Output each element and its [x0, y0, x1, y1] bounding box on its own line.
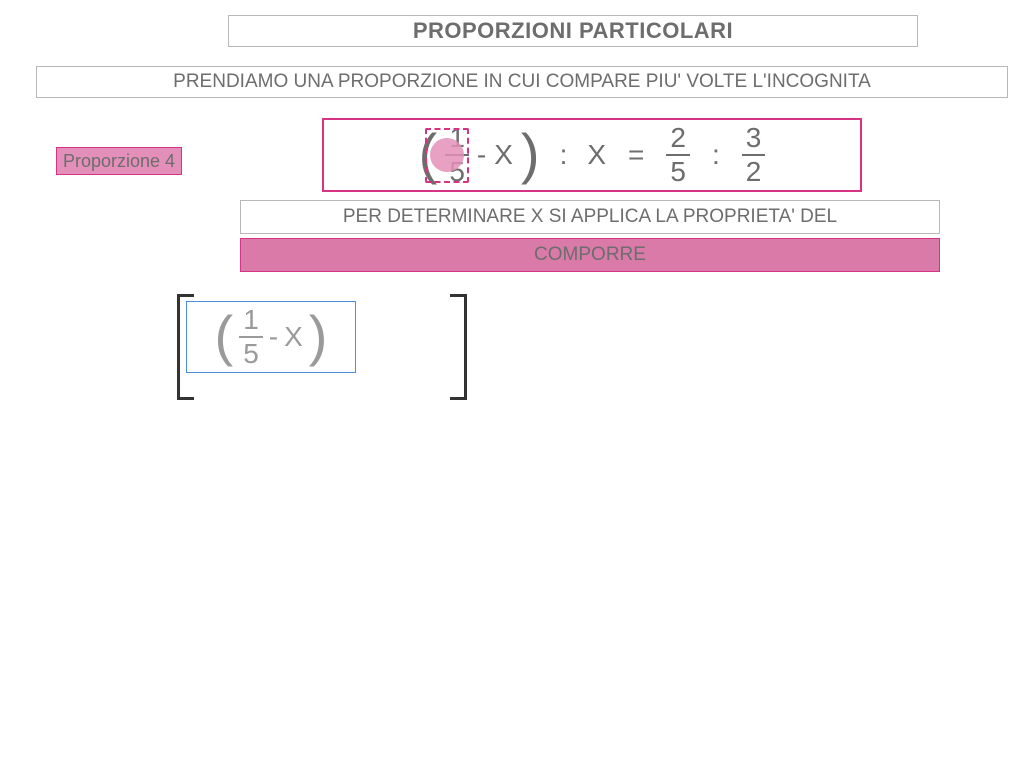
page-title: PROPORZIONI PARTICOLARI [413, 18, 733, 44]
fraction-1-5: 1 5 [445, 124, 469, 186]
instruction-text: PER DETERMINARE X SI APPLICA LA PROPRIET… [343, 206, 837, 228]
paren-open: ( [419, 121, 438, 186]
frac-num: 2 [666, 124, 690, 154]
fraction-2-5: 2 5 [666, 124, 690, 186]
x-variable-outer: X [587, 139, 606, 171]
page-title-box: PROPORZIONI PARTICOLARI [228, 15, 918, 47]
subtitle-box: PRENDIAMO UNA PROPORZIONE IN CUI COMPARE… [36, 66, 1008, 98]
frac-den: 5 [445, 154, 469, 186]
sub-expression: ( 1 5 - X ) [215, 305, 328, 370]
frac-den: 5 [666, 154, 690, 186]
minus-operator: - [477, 139, 486, 171]
square-bracket-right-icon [450, 294, 467, 400]
proportion-label: Proporzione 4 [63, 151, 175, 172]
paren-open: ( [215, 303, 234, 368]
colon-operator: : [560, 139, 568, 171]
colon-operator-2: : [712, 139, 720, 171]
frac-num: 3 [742, 124, 766, 154]
frac-den: 2 [742, 154, 766, 186]
fraction-3-2: 3 2 [742, 124, 766, 186]
frac-den: 5 [239, 336, 263, 368]
frac-num: 1 [445, 124, 469, 154]
x-variable: X [284, 321, 303, 353]
instruction-text-box: PER DETERMINARE X SI APPLICA LA PROPRIET… [240, 200, 940, 234]
paren-close: ) [309, 303, 328, 368]
main-equation: ( 1 5 - X ) : X = 2 5 : 3 2 [399, 123, 786, 188]
x-variable-inner: X [494, 139, 513, 171]
property-label: COMPORRE [534, 244, 646, 266]
main-equation-box: ( 1 5 - X ) : X = 2 5 : 3 2 [322, 118, 862, 192]
frac-num: 1 [239, 306, 263, 336]
property-band: COMPORRE [240, 238, 940, 272]
paren-close: ) [521, 121, 540, 186]
fraction-1-5: 1 5 [239, 306, 263, 368]
minus-operator: - [269, 321, 278, 353]
proportion-label-box: Proporzione 4 [56, 147, 182, 175]
sub-expression-box: ( 1 5 - X ) [186, 301, 356, 373]
subtitle-text: PRENDIAMO UNA PROPORZIONE IN CUI COMPARE… [173, 71, 871, 93]
equals-sign: = [628, 139, 644, 171]
